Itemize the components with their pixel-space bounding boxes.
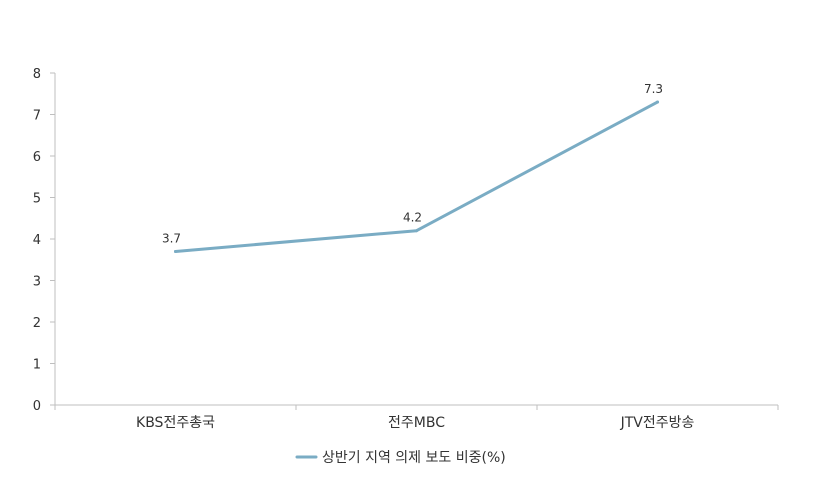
legend-label: 상반기 지역 의제 보도 비중(%) bbox=[322, 450, 506, 466]
data-label: 3.7 bbox=[162, 231, 181, 245]
y-tick-label: 0 bbox=[33, 399, 41, 414]
data-point bbox=[656, 100, 659, 104]
y-ticks: 0 1 2 3 4 5 6 7 8 bbox=[33, 67, 55, 414]
y-tick-label: 4 bbox=[33, 233, 41, 248]
x-ticks: KBS전주총국 전주MBC JTV전주방송 bbox=[54, 405, 779, 431]
series-layer bbox=[174, 100, 659, 253]
x-tick-label: JTV전주방송 bbox=[620, 415, 695, 431]
y-tick-label: 2 bbox=[33, 316, 41, 331]
y-tick-label: 3 bbox=[33, 275, 41, 290]
x-tick-label: KBS전주총국 bbox=[136, 415, 215, 431]
legend: 상반기 지역 의제 보도 비중(%) bbox=[295, 450, 506, 466]
data-labels: 3.7 4.2 7.3 bbox=[162, 82, 663, 245]
x-tick-label: 전주MBC bbox=[388, 415, 445, 431]
y-tick-label: 5 bbox=[33, 192, 41, 207]
data-point bbox=[174, 249, 177, 253]
y-tick-label: 8 bbox=[33, 67, 41, 82]
data-point bbox=[415, 229, 418, 233]
y-tick-label: 7 bbox=[33, 109, 41, 124]
series-line bbox=[174, 100, 659, 253]
y-tick-label: 1 bbox=[33, 358, 41, 373]
data-label: 7.3 bbox=[644, 82, 663, 96]
data-label: 4.2 bbox=[403, 211, 422, 225]
y-tick-label: 6 bbox=[33, 150, 41, 165]
